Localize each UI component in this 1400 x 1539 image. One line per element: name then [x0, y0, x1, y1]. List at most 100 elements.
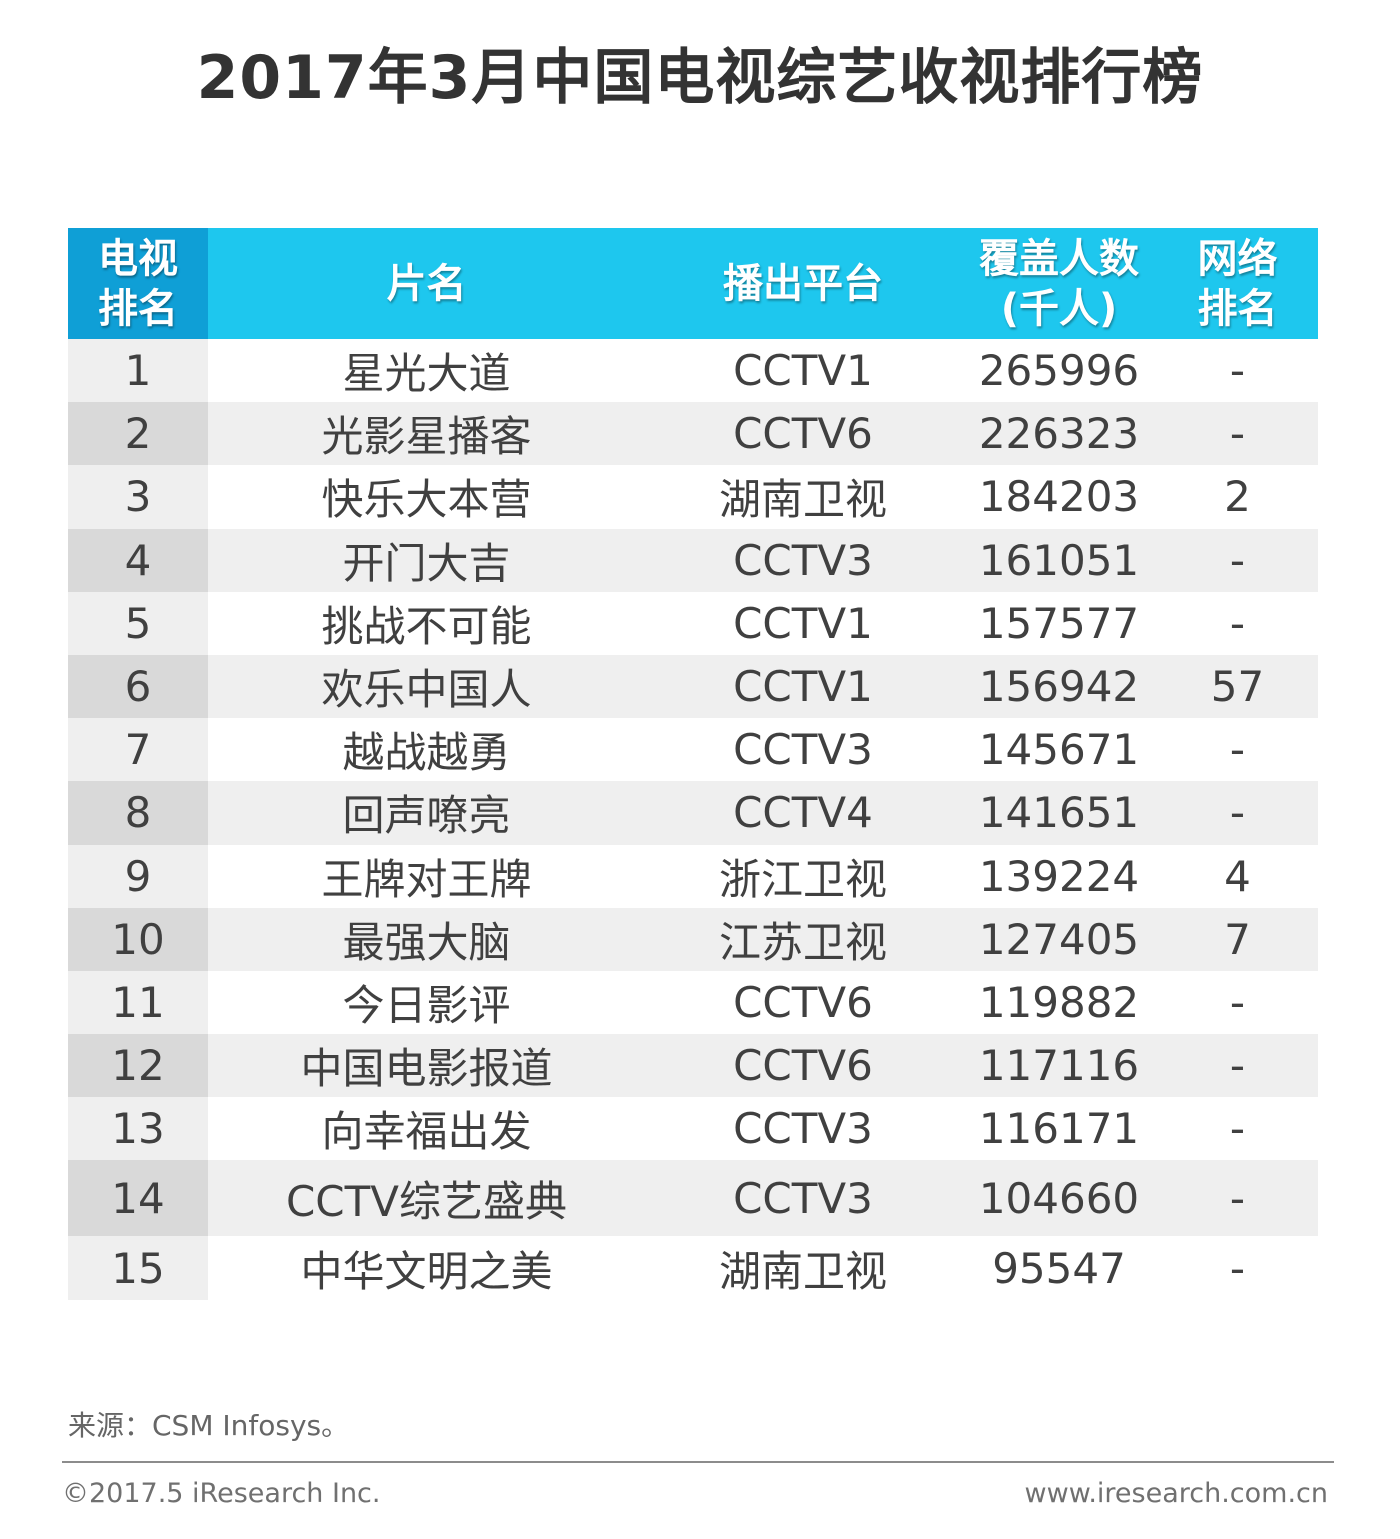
table-row: 9 王牌对王牌 浙江卫视 139224 4 — [68, 844, 1318, 908]
cell-net-rank: - — [1229, 598, 1246, 648]
table-row: 3 快乐大本营 湖南卫视 184203 2 — [68, 465, 1318, 529]
cell-show: 今日影评 — [342, 980, 511, 1030]
cell-audience: 226323 — [978, 409, 1140, 459]
table-row: 2 光影星播客 CCTV6 226323 - — [68, 402, 1318, 466]
cell-net-rank: 57 — [1210, 662, 1265, 712]
cell-tv-rank: 15 — [68, 1236, 208, 1300]
header-audience: 覆盖人数 (千人) — [961, 228, 1157, 339]
cell-show: 越战越勇 — [342, 728, 511, 778]
cell-net-rank: 7 — [1224, 914, 1251, 964]
cell-net-rank: - — [1229, 977, 1246, 1027]
cell-platform: CCTV4 — [733, 788, 873, 838]
table-row: 12 中国电影报道 CCTV6 117116 - — [68, 1034, 1318, 1098]
cell-show: 开门大吉 — [342, 538, 511, 588]
table-body: 1 星光大道 CCTV1 265996 - 2 光影星播客 CCTV6 226323 - 3 快乐大本… — [68, 339, 1318, 1300]
website-url: www.iresearch.com.cn — [1024, 1478, 1328, 1509]
cell-tv-rank: 9 — [68, 844, 208, 908]
cell-show: 快乐大本营 — [321, 475, 532, 525]
header-tv-rank: 电视 排名 — [68, 228, 208, 339]
cell-net-rank: - — [1229, 535, 1246, 585]
cell-platform: 浙江卫视 — [718, 854, 887, 904]
table-header: 电视 排名 片名 播出平台 覆盖人数 (千人) 网络 排名 — [68, 228, 1318, 339]
cell-platform: CCTV6 — [733, 1041, 873, 1091]
table-row: 15 中华文明之美 湖南卫视 95547 - — [68, 1236, 1318, 1300]
header-tv-rank-line2: 排名 — [98, 285, 178, 332]
cell-show: CCTV综艺盛典 — [285, 1176, 568, 1226]
cell-net-rank: 2 — [1224, 472, 1251, 522]
cell-net-rank: 4 — [1224, 851, 1251, 901]
cell-audience: 104660 — [978, 1173, 1140, 1223]
cell-tv-rank: 7 — [68, 718, 208, 782]
table-row: 11 今日影评 CCTV6 119882 - — [68, 970, 1318, 1035]
table-row: 4 开门大吉 CCTV3 161051 - — [68, 528, 1318, 592]
cell-audience: 119882 — [978, 977, 1140, 1027]
cell-audience: 141651 — [978, 788, 1140, 838]
cell-platform: 江苏卫视 — [718, 917, 887, 967]
table-row: 8 回声嘹亮 CCTV4 141651 - — [68, 781, 1318, 845]
cell-tv-rank: 1 — [68, 339, 208, 403]
cell-show: 向幸福出发 — [321, 1107, 532, 1157]
cell-tv-rank: 13 — [68, 1097, 208, 1161]
cell-tv-rank: 2 — [68, 402, 208, 466]
header-platform: 播出平台 — [723, 260, 883, 307]
page-title: 2017年3月中国电视综艺收视排行榜 — [196, 43, 1204, 113]
cell-net-rank: - — [1229, 346, 1246, 396]
cell-show: 星光大道 — [342, 349, 511, 399]
table-row: 5 挑战不可能 CCTV1 157577 - — [68, 591, 1318, 655]
cell-platform: CCTV3 — [733, 1104, 873, 1154]
cell-tv-rank: 3 — [68, 465, 208, 529]
cell-audience: 161051 — [978, 535, 1140, 585]
header-net-rank-line1: 网络 — [1197, 235, 1278, 282]
cell-show: 欢乐中国人 — [321, 665, 532, 715]
header-show: 片名 — [386, 260, 467, 307]
cell-tv-rank: 14 — [68, 1160, 208, 1237]
cell-net-rank: - — [1229, 1041, 1246, 1091]
ratings-table: 电视 排名 片名 播出平台 覆盖人数 (千人) 网络 排名 1 星光大道 CCTV1… — [68, 228, 1318, 1300]
cell-tv-rank: 6 — [68, 654, 208, 719]
header-audience-line1: 覆盖人数 — [979, 235, 1139, 282]
cell-audience: 127405 — [978, 914, 1140, 964]
cell-net-rank: - — [1229, 1243, 1246, 1293]
cell-tv-rank: 12 — [68, 1034, 208, 1098]
cell-show: 中华文明之美 — [300, 1246, 553, 1296]
table-row: 10 最强大脑 江苏卫视 127405 7 — [68, 907, 1318, 971]
table-row: 14 CCTV综艺盛典 CCTV3 104660 - — [68, 1160, 1318, 1237]
header-audience-line2: (千人) — [1000, 285, 1118, 332]
cell-show: 回声嘹亮 — [342, 791, 511, 841]
cell-platform: CCTV3 — [733, 1173, 873, 1223]
cell-audience: 145671 — [978, 725, 1140, 775]
cell-audience: 156942 — [978, 662, 1140, 712]
cell-show: 最强大脑 — [342, 917, 511, 967]
cell-tv-rank: 8 — [68, 781, 208, 845]
cell-net-rank: - — [1229, 409, 1246, 459]
cell-platform: 湖南卫视 — [718, 1246, 887, 1296]
cell-net-rank: - — [1229, 788, 1246, 838]
cell-tv-rank: 4 — [68, 528, 208, 592]
copyright: ©2017.5 iResearch Inc. — [62, 1478, 381, 1509]
cell-platform: CCTV3 — [733, 535, 873, 585]
cell-show: 中国电影报道 — [300, 1044, 553, 1094]
table-row: 1 星光大道 CCTV1 265996 - — [68, 339, 1318, 403]
cell-show: 王牌对王牌 — [321, 854, 532, 904]
cell-platform: CCTV6 — [733, 977, 873, 1027]
table-row: 13 向幸福出发 CCTV3 116171 - — [68, 1097, 1318, 1161]
cell-tv-rank: 5 — [68, 591, 208, 655]
cell-audience: 157577 — [978, 598, 1140, 648]
cell-tv-rank: 10 — [68, 907, 208, 971]
cell-platform: CCTV1 — [733, 598, 873, 648]
cell-audience: 116171 — [978, 1104, 1140, 1154]
source-note: 来源：CSM Infosys。 — [68, 1409, 350, 1442]
cell-audience: 184203 — [978, 472, 1140, 522]
header-tv-rank-line1: 电视 — [98, 235, 178, 282]
cell-net-rank: - — [1229, 1104, 1246, 1154]
cell-net-rank: - — [1229, 1173, 1246, 1223]
cell-show: 光影星播客 — [321, 412, 532, 462]
cell-platform: 湖南卫视 — [718, 475, 887, 525]
cell-audience: 265996 — [978, 346, 1140, 396]
cell-platform: CCTV3 — [733, 725, 873, 775]
header-net-rank: 网络 排名 — [1157, 228, 1318, 339]
cell-platform: CCTV1 — [733, 346, 873, 396]
table-row: 7 越战越勇 CCTV3 145671 - — [68, 718, 1318, 782]
cell-net-rank: - — [1229, 725, 1246, 775]
cell-show: 挑战不可能 — [321, 601, 532, 651]
